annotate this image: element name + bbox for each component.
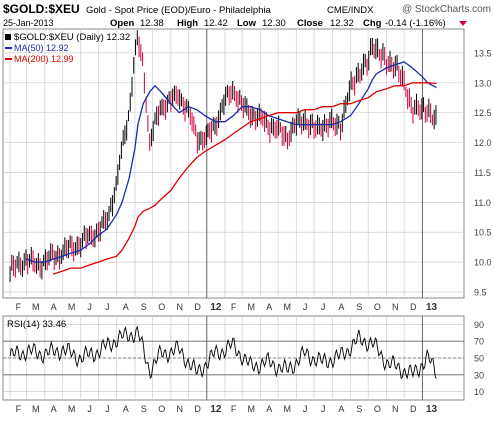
- y-tick-label: 13.5: [474, 48, 492, 58]
- open-value: 12.38: [140, 18, 164, 29]
- open-label: Open: [110, 18, 134, 29]
- high-label: High: [177, 18, 198, 29]
- x-tick-label: D: [410, 302, 417, 312]
- x-tick-label: N: [392, 404, 399, 414]
- x-tick-label: 13: [426, 302, 438, 313]
- x-tick-label: O: [158, 404, 165, 414]
- x-tick-label: S: [356, 302, 362, 312]
- x-tick-label: 12: [210, 302, 222, 313]
- rsi-y-axis: 10 30 50 70 90: [474, 320, 484, 397]
- price-bars: [9, 30, 437, 282]
- x-tick-label: J: [105, 302, 110, 312]
- rsi-lines: [3, 325, 464, 380]
- ma200-line: [52, 82, 437, 275]
- x-tick-label: D: [194, 302, 201, 312]
- down-arrow-icon: [459, 21, 467, 26]
- x-tick-label: A: [338, 302, 344, 312]
- y-tick-label: 12.0: [474, 138, 492, 148]
- x-tick-label: 12: [210, 404, 222, 415]
- symbol-description: Gold - Spot Price (EOD)/Euro - Philadelp…: [86, 5, 272, 16]
- legend-entry-price: $GOLD:$XEU (Daily) 12.32: [14, 32, 130, 43]
- x-tick-label: A: [338, 404, 344, 414]
- x-tick-label: S: [141, 302, 147, 312]
- low-label: Low: [237, 18, 257, 29]
- close-label: Close: [297, 18, 323, 29]
- x-tick-label: D: [194, 404, 201, 414]
- y-tick-label: 13.0: [474, 78, 492, 88]
- x-tick-label: F: [16, 404, 22, 414]
- x-tick-label: M: [248, 302, 256, 312]
- legend-entry-ma50: MA(50) 12.92: [14, 43, 69, 53]
- ma50-line: [26, 61, 437, 263]
- x-tick-label: N: [176, 302, 183, 312]
- x-tick-label: O: [158, 302, 165, 312]
- close-value: 12.32: [330, 18, 354, 29]
- watermark: @ StockCharts.com: [402, 4, 491, 15]
- x-tick-label: S: [356, 404, 362, 414]
- price-legend: $GOLD:$XEU (Daily) 12.32 MA(50) 12.92 MA…: [5, 32, 130, 64]
- y-tick-label: 11.5: [474, 168, 491, 178]
- symbol-title: $GOLD:$XEU: [3, 2, 80, 16]
- quote-date: 25-Jan-2013: [3, 18, 54, 28]
- y-tick-label: 90: [474, 320, 484, 330]
- x-tick-label: M: [68, 302, 76, 312]
- price-x-axis: F M A M J J A S O N D 12 F M A M J J A S O N D 13: [16, 302, 438, 313]
- legend-swatch-price: [5, 34, 11, 40]
- x-tick-label: A: [123, 404, 129, 414]
- x-tick-label: F: [16, 302, 22, 312]
- x-tick-label: S: [141, 404, 147, 414]
- y-tick-label: 30: [474, 370, 484, 380]
- legend-entry-ma200: MA(200) 12.99: [14, 54, 74, 64]
- y-tick-label: 11.0: [474, 198, 491, 208]
- x-tick-label: J: [87, 404, 92, 414]
- y-tick-label: 10.5: [474, 228, 492, 238]
- price-grid: [3, 29, 464, 298]
- x-tick-label: N: [176, 404, 183, 414]
- x-tick-label: O: [374, 302, 381, 312]
- x-tick-label: M: [283, 302, 291, 312]
- price-panel: [2, 28, 465, 299]
- y-tick-label: 9.5: [474, 288, 487, 298]
- y-tick-label: 50: [474, 354, 484, 364]
- y-tick-label: 12.5: [474, 108, 492, 118]
- y-tick-label: 70: [474, 337, 484, 347]
- x-tick-label: F: [231, 404, 237, 414]
- chg-label: Chg: [363, 18, 382, 29]
- x-tick-label: 13: [426, 404, 438, 415]
- price-lines: [26, 61, 437, 275]
- exchange-label: CME/INDX: [327, 5, 374, 16]
- x-tick-label: D: [410, 404, 417, 414]
- x-tick-label: M: [32, 404, 40, 414]
- x-tick-label: M: [283, 404, 291, 414]
- rsi-legend-entry: RSI(14) 33.46: [7, 319, 66, 330]
- rsi-line: [9, 325, 437, 380]
- x-tick-label: J: [303, 302, 308, 312]
- x-tick-label: A: [51, 302, 57, 312]
- x-tick-label: F: [231, 302, 237, 312]
- x-tick-label: J: [87, 302, 92, 312]
- rsi-x-axis: F M A M J J A S O N D 12 F M A M J J A S O N D 13: [16, 404, 438, 415]
- x-tick-label: A: [51, 404, 57, 414]
- x-tick-label: A: [266, 404, 272, 414]
- x-tick-label: J: [321, 302, 326, 312]
- chg-value: -0.14 (-1.16%): [385, 18, 446, 29]
- x-tick-label: J: [105, 404, 110, 414]
- x-tick-label: O: [374, 404, 381, 414]
- x-tick-label: M: [32, 302, 40, 312]
- x-tick-label: M: [68, 404, 76, 414]
- x-tick-label: M: [248, 404, 256, 414]
- x-tick-label: J: [303, 404, 308, 414]
- price-y-axis: 9.5 10.0 10.5 11.0 11.5 12.0 12.5 13.0 13.5: [474, 48, 492, 297]
- high-value: 12.42: [204, 18, 228, 29]
- low-value: 12.30: [262, 18, 286, 29]
- x-tick-label: A: [266, 302, 272, 312]
- y-tick-label: 10.0: [474, 258, 492, 268]
- x-tick-label: A: [123, 302, 129, 312]
- y-tick-label: 10: [474, 387, 484, 397]
- x-tick-label: J: [321, 404, 326, 414]
- x-tick-label: N: [392, 302, 399, 312]
